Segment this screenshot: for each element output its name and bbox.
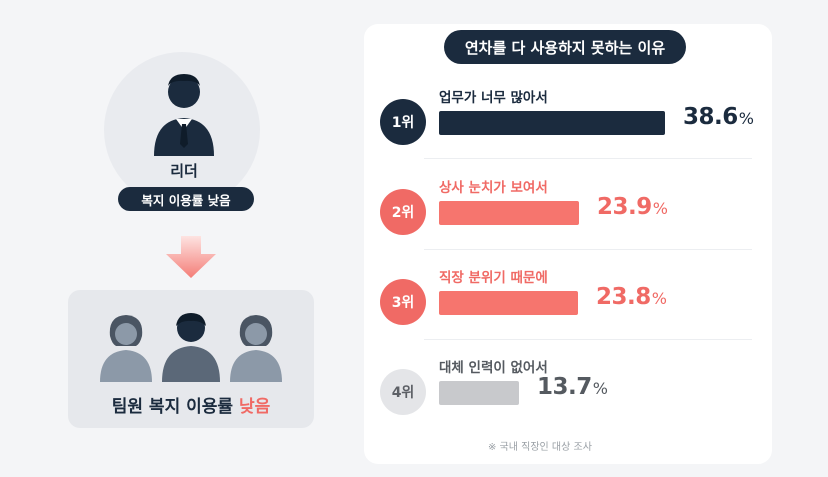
leader-badge: 복지 이용률 낮음 (118, 187, 254, 211)
category-label: 직장 분위기 때문에 (439, 270, 548, 286)
leader-name: 리더 (170, 162, 198, 180)
value-unit: % (738, 109, 754, 128)
category-label: 업무가 너무 많아서 (439, 90, 548, 106)
value-number: 23.8 (596, 284, 651, 310)
bar (439, 381, 519, 405)
chart-panel (364, 24, 772, 464)
chart-row: 2위 상사 눈치가 보여서 23.9% (380, 176, 760, 256)
bar-track (439, 111, 665, 135)
value-number: 23.9 (597, 194, 652, 220)
bar-track (439, 291, 578, 315)
value-label: 13.7% (537, 374, 608, 400)
team-caption-highlight: 낮음 (238, 397, 271, 417)
arrow-down-icon (166, 236, 216, 278)
chart-footnote: ※ 국내 직장인 대상 조사 (488, 442, 592, 453)
bar-track (439, 381, 519, 405)
bar (439, 291, 578, 315)
rank-badge: 3위 (380, 279, 426, 325)
row-separator (424, 249, 752, 250)
rank-badge: 1위 (380, 99, 426, 145)
chart-row: 3위 직장 분위기 때문에 23.8% (380, 266, 760, 346)
category-label: 대체 인력이 없어서 (439, 360, 548, 376)
rank-badge: 4위 (380, 369, 426, 415)
bar-track (439, 201, 579, 225)
chart-row: 4위 대체 인력이 없어서 13.7% (380, 356, 760, 436)
value-label: 23.8% (596, 284, 667, 310)
value-number: 38.6 (683, 104, 738, 130)
value-label: 38.6% (683, 104, 754, 130)
value-number: 13.7 (537, 374, 592, 400)
value-unit: % (651, 289, 667, 308)
row-separator (424, 339, 752, 340)
value-label: 23.9% (597, 194, 668, 220)
bar (439, 111, 665, 135)
team-caption: 팀원 복지 이용률 낮음 (111, 397, 271, 417)
value-unit: % (652, 199, 668, 218)
bar (439, 201, 579, 225)
team-members-icon (100, 313, 282, 382)
category-label: 상사 눈치가 보여서 (439, 180, 548, 196)
row-separator (424, 158, 752, 159)
rank-badge: 2위 (380, 189, 426, 235)
leader-person-icon (154, 74, 214, 156)
value-unit: % (592, 379, 608, 398)
chart-title: 연차를 다 사용하지 못하는 이유 (444, 30, 686, 64)
chart-row: 1위 업무가 너무 많아서 38.6% (380, 86, 760, 166)
